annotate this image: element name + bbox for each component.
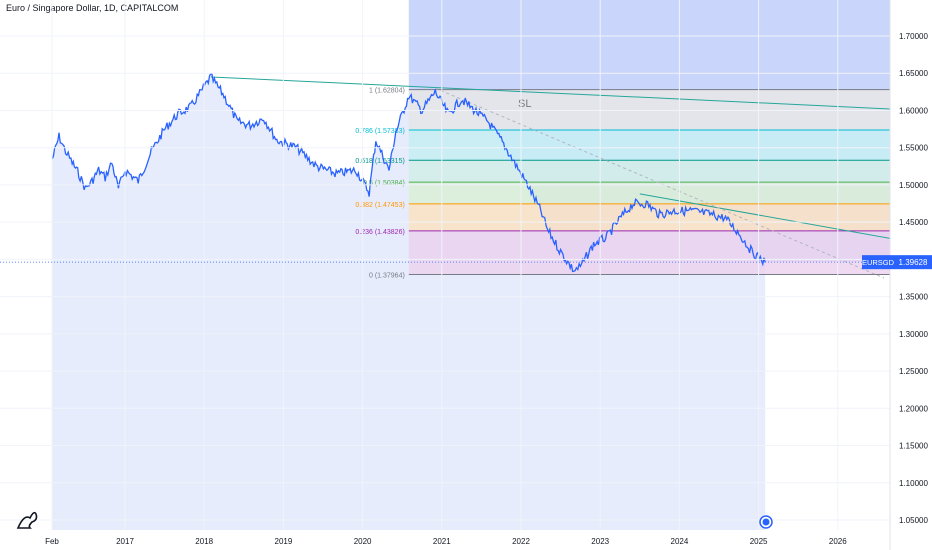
y-tick-label: 1.65000 xyxy=(899,69,928,78)
fib-level-label: 0.236 (1.43826) xyxy=(355,229,404,236)
symbol-tag-label: EURSGD xyxy=(862,258,895,267)
sl-annotation: SL xyxy=(518,98,531,110)
y-tick-label: 1.60000 xyxy=(899,106,928,115)
y-tick-label: 1.50000 xyxy=(899,181,928,190)
x-tick-label: 2020 xyxy=(354,537,372,546)
y-tick-label: 1.55000 xyxy=(899,144,928,153)
y-tick-label: 1.25000 xyxy=(899,367,928,376)
price-area-group xyxy=(52,73,766,531)
fib-level-label: 0.382 (1.47453) xyxy=(355,202,404,209)
y-tick-label: 1.35000 xyxy=(899,293,928,302)
fib-band xyxy=(408,129,890,161)
x-tick-label: 2017 xyxy=(116,537,134,546)
chart-title: Euro / Singapore Dollar, 1D, CAPITALCOM xyxy=(6,3,179,13)
x-tick-label: 2024 xyxy=(671,537,689,546)
fib-level-label: 0.786 (1.57383) xyxy=(355,128,404,135)
icon-group xyxy=(16,511,773,529)
last-price-tag xyxy=(894,255,932,270)
x-axis: Feb 2017 2018 2019 2020 2021 2022 2023 2024 2025 2… xyxy=(45,0,847,546)
x-tick-label: 2021 xyxy=(433,537,451,546)
tradingview-logo-icon xyxy=(16,511,38,529)
y-tick-label: 1.20000 xyxy=(899,404,928,413)
price-area xyxy=(52,73,766,531)
last-price-label: 1.39628 xyxy=(899,258,928,267)
y-tick-label: 1.15000 xyxy=(899,442,928,451)
x-tick-label: 2023 xyxy=(591,537,609,546)
x-tick-label: 2019 xyxy=(275,537,293,546)
x-tick-label: 2025 xyxy=(750,537,768,546)
fib-band xyxy=(408,160,890,183)
x-tick-label: 2018 xyxy=(195,537,213,546)
x-tick-label: 2026 xyxy=(829,537,847,546)
y-tick-label: 1.30000 xyxy=(899,330,928,339)
trendline-group xyxy=(210,76,891,279)
fib-band xyxy=(408,203,890,231)
price-labels: EURSGD 1.39628 xyxy=(0,255,932,270)
trendline xyxy=(210,76,891,110)
trendline xyxy=(639,193,891,240)
price-line-group xyxy=(51,73,766,273)
y-tick-label: 1.05000 xyxy=(899,516,928,525)
fib-band xyxy=(408,230,890,275)
y-tick-label: 1.10000 xyxy=(899,479,928,488)
fib-level-label: 0 (1.37964) xyxy=(369,273,405,280)
fib-level-label: 0.5 (1.50384) xyxy=(363,180,405,187)
replay-circle-dot xyxy=(762,518,770,526)
price-line xyxy=(51,73,766,273)
symbol-tag xyxy=(862,255,894,270)
fib-level-label: 0.618 (1.53315) xyxy=(355,158,404,165)
y-tick-label: 1.70000 xyxy=(899,32,928,41)
x-tick-label: 2022 xyxy=(512,537,530,546)
fibonacci-retracement-group: 1 (1.62804) 0.786 (1.57383) 0.618 (1.53315… xyxy=(355,88,890,280)
x-tick-label: Feb xyxy=(45,537,59,546)
fib-band xyxy=(408,89,890,130)
fib-level-label: 1 (1.62804) xyxy=(369,88,405,95)
y-tick-label: 1.45000 xyxy=(899,218,928,227)
